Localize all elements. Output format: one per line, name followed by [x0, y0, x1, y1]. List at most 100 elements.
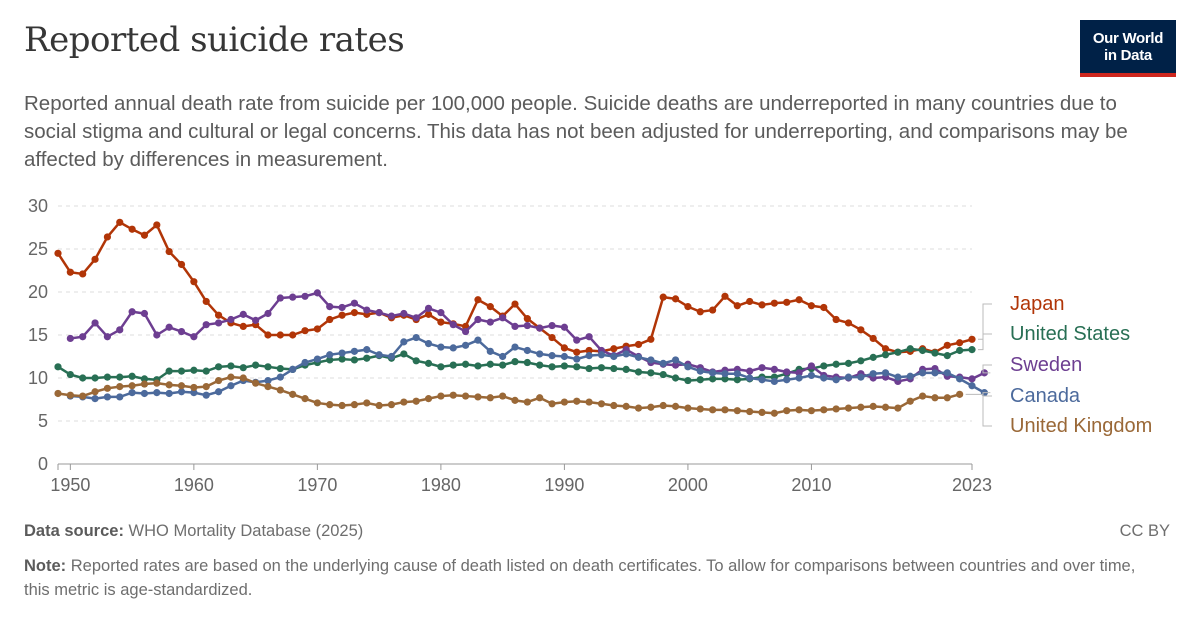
data-point[interactable] [906, 397, 914, 405]
data-point[interactable] [461, 360, 470, 368]
data-point[interactable] [214, 376, 223, 385]
data-point[interactable] [486, 394, 494, 402]
data-point[interactable] [943, 369, 951, 377]
data-point[interactable] [746, 374, 754, 382]
data-point[interactable] [474, 315, 482, 324]
data-point[interactable] [647, 356, 655, 364]
data-point[interactable] [461, 392, 470, 400]
data-point[interactable] [832, 360, 840, 368]
data-point[interactable] [832, 376, 840, 384]
data-point[interactable] [709, 375, 717, 383]
series-line-japan[interactable] [56, 221, 973, 354]
data-point[interactable] [177, 388, 186, 396]
data-point[interactable] [499, 361, 507, 369]
data-point[interactable] [511, 396, 519, 404]
data-point[interactable] [165, 389, 173, 398]
data-point[interactable] [733, 407, 741, 415]
data-point[interactable] [820, 362, 828, 370]
data-point[interactable] [54, 363, 62, 371]
data-point[interactable] [375, 401, 383, 410]
data-point[interactable] [746, 407, 754, 416]
data-point[interactable] [881, 345, 890, 353]
data-point[interactable] [412, 314, 420, 322]
data-point[interactable] [795, 296, 803, 304]
data-point[interactable] [66, 391, 74, 399]
data-point[interactable] [597, 364, 606, 372]
data-point[interactable] [66, 334, 74, 343]
data-point[interactable] [449, 344, 457, 352]
data-point[interactable] [474, 362, 482, 370]
data-point[interactable] [301, 327, 309, 335]
data-point[interactable] [190, 366, 198, 374]
data-point[interactable] [659, 293, 667, 301]
data-point[interactable] [313, 325, 321, 333]
data-point[interactable] [511, 343, 519, 351]
data-point[interactable] [128, 372, 136, 380]
data-point[interactable] [338, 401, 346, 410]
data-point[interactable] [857, 373, 865, 381]
data-point[interactable] [560, 344, 569, 352]
data-point[interactable] [289, 331, 297, 339]
data-point[interactable] [573, 397, 581, 405]
data-point[interactable] [783, 407, 791, 415]
data-point[interactable] [239, 374, 247, 382]
data-point[interactable] [968, 346, 976, 354]
data-point[interactable] [227, 362, 235, 370]
data-point[interactable] [548, 363, 556, 371]
data-point[interactable] [264, 309, 272, 318]
data-point[interactable] [128, 389, 136, 397]
data-point[interactable] [239, 310, 247, 318]
data-point[interactable] [474, 296, 482, 304]
data-point[interactable] [375, 351, 383, 359]
data-point[interactable] [140, 389, 149, 398]
data-point[interactable] [783, 298, 791, 306]
data-point[interactable] [313, 289, 321, 297]
data-point[interactable] [387, 312, 396, 320]
data-point[interactable] [486, 347, 494, 355]
data-point[interactable] [733, 302, 741, 310]
data-point[interactable] [437, 309, 445, 317]
data-point[interactable] [140, 375, 149, 383]
data-point[interactable] [54, 389, 62, 398]
data-point[interactable] [684, 303, 692, 311]
data-point[interactable] [202, 297, 210, 306]
data-point[interactable] [610, 352, 618, 361]
data-point[interactable] [647, 335, 655, 343]
data-point[interactable] [548, 333, 556, 342]
data-point[interactable] [659, 401, 667, 410]
data-point[interactable] [326, 303, 334, 311]
data-point[interactable] [412, 333, 420, 342]
data-point[interactable] [931, 394, 939, 402]
data-point[interactable] [177, 260, 186, 269]
data-point[interactable] [511, 322, 519, 330]
data-point[interactable] [400, 350, 408, 358]
data-point[interactable] [227, 373, 235, 381]
data-point[interactable] [795, 374, 803, 382]
data-point[interactable] [437, 392, 445, 400]
data-point[interactable] [943, 352, 951, 360]
data-point[interactable] [671, 295, 680, 303]
data-point[interactable] [585, 333, 593, 341]
data-point[interactable] [696, 367, 704, 375]
data-point[interactable] [91, 319, 99, 327]
data-point[interactable] [190, 278, 198, 286]
data-point[interactable] [956, 390, 964, 398]
data-point[interactable] [684, 363, 692, 371]
data-point[interactable] [190, 383, 198, 392]
data-point[interactable] [54, 249, 62, 257]
data-point[interactable] [276, 294, 284, 302]
data-point[interactable] [696, 376, 704, 384]
data-point[interactable] [597, 351, 606, 359]
data-point[interactable] [770, 299, 778, 307]
data-point[interactable] [313, 399, 321, 407]
data-point[interactable] [214, 319, 223, 327]
data-point[interactable] [968, 335, 976, 343]
data-point[interactable] [301, 395, 309, 403]
data-point[interactable] [202, 321, 210, 329]
data-point[interactable] [536, 324, 544, 332]
data-point[interactable] [326, 401, 334, 409]
data-point[interactable] [276, 364, 284, 373]
data-point[interactable] [795, 369, 803, 377]
data-point[interactable] [449, 321, 457, 329]
data-point[interactable] [116, 326, 124, 334]
